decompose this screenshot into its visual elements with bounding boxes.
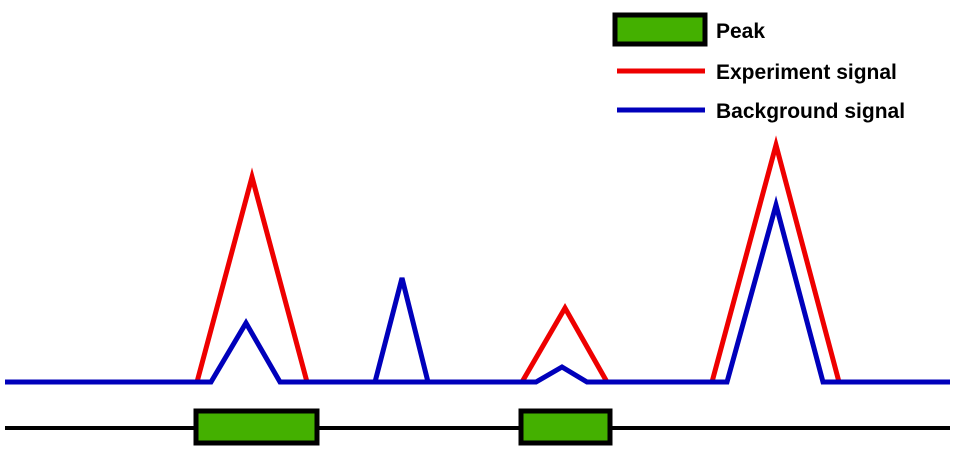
legend: Peak Experiment signal Background signal [612,12,905,123]
peak-region-1 [193,408,320,446]
legend-label-peak: Peak [716,20,765,43]
background-signal-line [5,195,950,385]
experiment-signal-line [5,135,950,385]
signal-tracks [5,135,950,385]
peak-region-2 [518,408,613,446]
peak-track [5,408,950,446]
legend-peak-swatch [612,12,708,47]
legend-label-experiment: Experiment signal [716,61,897,84]
legend-label-background: Background signal [716,100,905,123]
